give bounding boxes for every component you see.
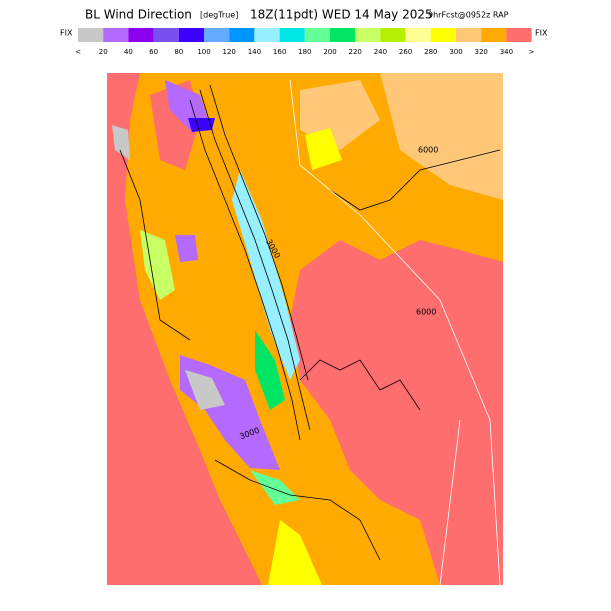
colorbar-label: > (529, 48, 535, 56)
colorbar-label: 80 (174, 48, 183, 56)
colorbar-swatch (355, 28, 381, 42)
state-border (289, 79, 501, 586)
field (232, 170, 300, 380)
colorbar-swatch (430, 28, 456, 42)
forecast-info: 9hrFcst@0952z RAP (428, 11, 509, 20)
colorbar-label: 160 (273, 48, 286, 56)
contour-label: 6000 (416, 308, 436, 317)
field (290, 240, 503, 585)
colorbar-right-label: FIX (535, 29, 548, 38)
contour (119, 149, 191, 341)
colorbar-swatch (229, 28, 255, 42)
contour (199, 89, 311, 431)
colorbar-left-label: FIX (60, 29, 73, 38)
colorbar-swatch (304, 28, 330, 42)
field (107, 73, 262, 585)
colorbar-swatch (204, 28, 230, 42)
colorbar-label: 200 (323, 48, 336, 56)
title: BL Wind Direction (85, 8, 192, 22)
colorbar-label: 280 (424, 48, 437, 56)
colorbar-swatch (153, 28, 179, 42)
colorbar-label: 140 (248, 48, 261, 56)
colorbar-label: 100 (197, 48, 210, 56)
valid-time: 18Z(11pdt) WED 14 May 2025 (250, 8, 433, 22)
colorbar-swatch (178, 28, 204, 42)
colorbar: <20 40 60 80 100 120 140 160 180 200 220 240 260 280 3… (75, 28, 535, 56)
contour (209, 84, 309, 381)
field (188, 118, 215, 132)
colorbar-swatch (506, 28, 532, 42)
colorbar-label: 240 (374, 48, 387, 56)
map: 3000 6000 3000 6000 (107, 73, 503, 586)
colorbar-swatch (405, 28, 431, 42)
field (112, 125, 130, 160)
colorbar-label: 40 (124, 48, 133, 56)
colorbar-label: 300 (449, 48, 462, 56)
colorbar-label: 60 (149, 48, 158, 56)
colorbar-swatch (78, 28, 104, 42)
field (165, 80, 210, 130)
colorbar-swatch (456, 28, 482, 42)
colorbar-swatch (128, 28, 154, 42)
colorbar-label: 340 (500, 48, 513, 56)
state-border (439, 419, 461, 586)
contour (329, 149, 501, 211)
colorbar-swatch (481, 28, 507, 42)
colorbar-swatch (279, 28, 305, 42)
units: [degTrue] (200, 11, 238, 20)
colorbar-label: 320 (475, 48, 488, 56)
field (268, 520, 322, 585)
colorbar-label: 120 (223, 48, 236, 56)
field (250, 470, 300, 505)
field (255, 330, 285, 410)
colorbar-label: 180 (298, 48, 311, 56)
field (185, 370, 225, 410)
header: BL Wind Direction [degTrue] 18Z(11pdt) W… (85, 8, 509, 22)
colorbar-swatch (254, 28, 280, 42)
contour (214, 459, 381, 561)
colorbar-label: 220 (349, 48, 362, 56)
field (380, 73, 503, 200)
field (175, 235, 198, 262)
colorbar-label: 260 (399, 48, 412, 56)
field (140, 230, 175, 300)
contour (299, 359, 421, 411)
contour-label: 6000 (418, 146, 438, 155)
field (305, 128, 342, 170)
colorbar-swatch (330, 28, 356, 42)
contour (189, 99, 301, 441)
colorbar-label: < (75, 48, 81, 56)
colorbar-label: 20 (99, 48, 108, 56)
colorbar-swatch (380, 28, 406, 42)
colorbar-swatch (103, 28, 129, 42)
